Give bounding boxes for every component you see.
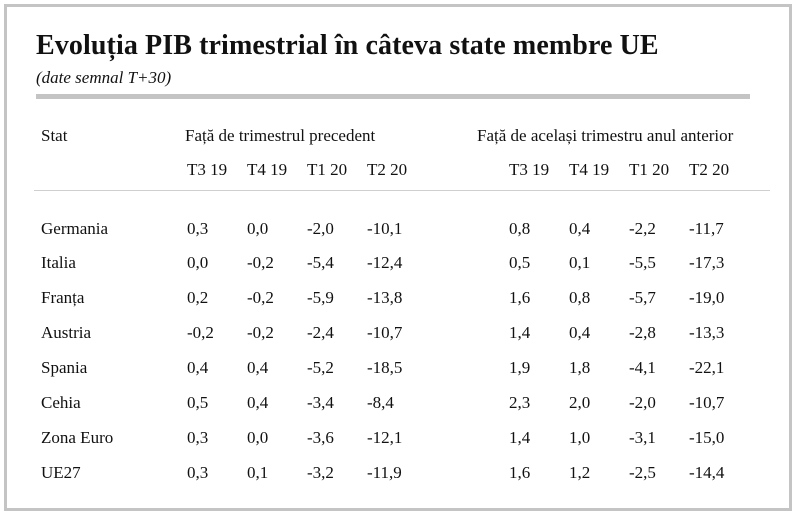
quarter-header-yoy: T3 19 xyxy=(509,160,550,179)
table-cell-prev: -10,7 xyxy=(367,323,403,342)
table-cell-yoy: 1,6 xyxy=(509,288,531,307)
page-title: Evoluția PIB trimestrial în câteva state… xyxy=(36,30,659,61)
table-cell-yoy: -2,2 xyxy=(629,219,656,238)
table-cell-yoy: -2,0 xyxy=(629,393,656,412)
table-cell-yoy: -3,1 xyxy=(629,428,656,447)
stat-column-header: Stat xyxy=(41,126,68,145)
table-cell-yoy: -17,3 xyxy=(689,253,725,272)
table-cell-prev: 0,4 xyxy=(247,393,269,412)
table-cell-prev: 0,3 xyxy=(187,219,209,238)
table-cell-prev: -8,4 xyxy=(367,393,394,412)
table-cell-prev: -12,1 xyxy=(367,428,403,447)
quarter-header-yoy: T1 20 xyxy=(629,160,670,179)
table-cell-prev: -3,4 xyxy=(307,393,334,412)
table-cell-prev: -0,2 xyxy=(187,323,214,342)
table-cell-prev: -5,4 xyxy=(307,253,334,272)
table-cell-prev: -2,4 xyxy=(307,323,334,342)
table-cell-prev: 0,2 xyxy=(187,288,209,307)
table-row-stat: Franța xyxy=(41,288,85,307)
table-cell-yoy: -15,0 xyxy=(689,428,725,447)
table-cell-prev: -12,4 xyxy=(367,253,403,272)
table-cell-yoy: -14,4 xyxy=(689,463,725,482)
table-row-stat: Germania xyxy=(41,219,109,238)
table-cell-prev: -3,2 xyxy=(307,463,334,482)
quarter-header-prev: T1 20 xyxy=(307,160,348,179)
table-cell-yoy: 1,8 xyxy=(569,358,591,377)
table-cell-prev: -18,5 xyxy=(367,358,403,377)
group-header-previous-quarter: Față de trimestrul precedent xyxy=(185,126,376,145)
table-cell-prev: -13,8 xyxy=(367,288,403,307)
table-cell-yoy: 0,8 xyxy=(569,288,591,307)
table-cell-yoy: -22,1 xyxy=(689,358,725,377)
table-cell-yoy: 0,1 xyxy=(569,253,591,272)
table-cell-prev: -3,6 xyxy=(307,428,334,447)
table-cell-yoy: 0,4 xyxy=(569,323,591,342)
table-row-stat: Zona Euro xyxy=(41,428,114,447)
table-cell-yoy: 1,6 xyxy=(509,463,531,482)
table-cell-yoy: 0,8 xyxy=(509,219,531,238)
table-cell-prev: 0,0 xyxy=(247,219,269,238)
table-cell-yoy: 1,0 xyxy=(569,428,591,447)
table-cell-prev: 0,4 xyxy=(187,358,209,377)
table-cell-yoy: 2,0 xyxy=(569,393,591,412)
quarter-header-prev: T3 19 xyxy=(187,160,228,179)
table-row-stat: Italia xyxy=(41,253,76,272)
table-cell-prev: -0,2 xyxy=(247,253,274,272)
table-cell-yoy: 0,4 xyxy=(569,219,591,238)
header-divider xyxy=(34,190,770,191)
table-cell-yoy: 2,3 xyxy=(509,393,531,412)
table-cell-prev: -11,9 xyxy=(367,463,402,482)
table-cell-yoy: -19,0 xyxy=(689,288,725,307)
table-cell-prev: 0,3 xyxy=(187,428,209,447)
group-header-same-quarter-last-year: Față de același trimestru anul anterior xyxy=(477,126,734,145)
quarter-header-yoy: T4 19 xyxy=(569,160,610,179)
table-cell-yoy: -11,7 xyxy=(689,219,724,238)
table-cell-prev: 0,0 xyxy=(187,253,209,272)
table-row-stat: Austria xyxy=(41,323,92,342)
table-row-stat: Spania xyxy=(41,358,88,377)
table-cell-yoy: -2,5 xyxy=(629,463,656,482)
table-cell-yoy: 0,5 xyxy=(509,253,531,272)
quarter-header-prev: T2 20 xyxy=(367,160,408,179)
table-cell-prev: -10,1 xyxy=(367,219,403,238)
page-subtitle: (date semnal T+30) xyxy=(36,68,172,87)
table-cell-prev: 0,0 xyxy=(247,428,269,447)
table-cell-prev: -0,2 xyxy=(247,288,274,307)
table-cell-prev: -2,0 xyxy=(307,219,334,238)
quarter-header-prev: T4 19 xyxy=(247,160,288,179)
table-cell-yoy: -5,7 xyxy=(629,288,656,307)
table-cell-prev: -5,2 xyxy=(307,358,334,377)
table-cell-prev: -5,9 xyxy=(307,288,334,307)
table-cell-yoy: -5,5 xyxy=(629,253,656,272)
title-divider xyxy=(36,94,750,99)
table-row-stat: Cehia xyxy=(41,393,81,412)
table-cell-yoy: 1,4 xyxy=(509,428,531,447)
table-cell-prev: 0,1 xyxy=(247,463,269,482)
table-cell-yoy: -13,3 xyxy=(689,323,725,342)
table-cell-yoy: 1,9 xyxy=(509,358,531,377)
table-cell-yoy: -2,8 xyxy=(629,323,656,342)
table-frame xyxy=(4,4,792,511)
table-cell-yoy: -10,7 xyxy=(689,393,725,412)
table-cell-prev: 0,5 xyxy=(187,393,209,412)
table-cell-yoy: 1,2 xyxy=(569,463,591,482)
table-cell-yoy: -4,1 xyxy=(629,358,656,377)
table-cell-prev: 0,4 xyxy=(247,358,269,377)
table-cell-prev: 0,3 xyxy=(187,463,209,482)
table-row-stat: UE27 xyxy=(41,463,81,482)
table-cell-yoy: 1,4 xyxy=(509,323,531,342)
quarter-header-yoy: T2 20 xyxy=(689,160,730,179)
table-cell-prev: -0,2 xyxy=(247,323,274,342)
